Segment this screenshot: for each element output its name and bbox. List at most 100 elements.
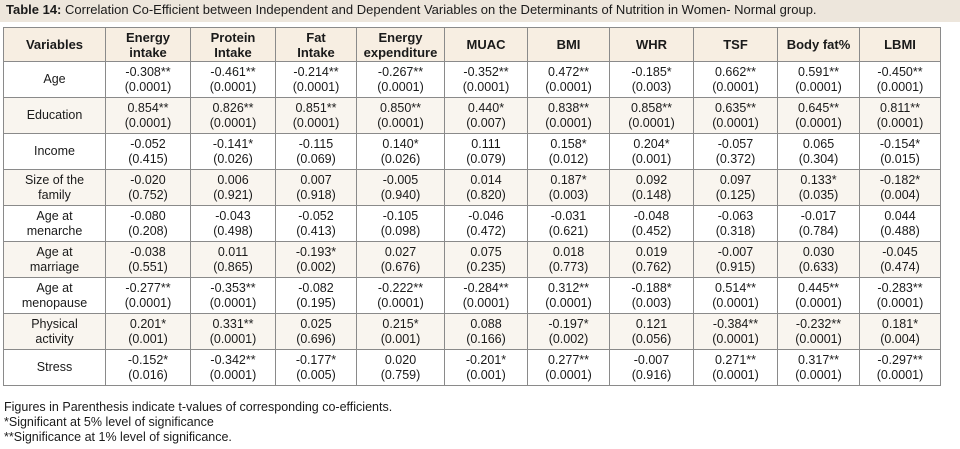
- t-value: (0.003): [631, 79, 672, 94]
- correlation-coefficient: -0.342**: [210, 352, 256, 367]
- t-value: (0.026): [380, 151, 421, 166]
- column-header: WHR: [609, 27, 694, 62]
- table-cell: -0.017 (0.784): [777, 205, 860, 242]
- t-value: (0.004): [880, 331, 920, 346]
- correlation-coefficient: -0.222**: [377, 280, 424, 295]
- table-cell: -0.052 (0.415): [105, 133, 191, 170]
- correlation-coefficient: 0.811**: [879, 100, 921, 115]
- row-label-text: Physical: [31, 316, 78, 331]
- table-cell: -0.461** (0.0001): [190, 61, 276, 98]
- t-value: (0.004): [880, 187, 920, 202]
- t-value: (0.0001): [124, 115, 172, 130]
- t-value: (0.0001): [209, 295, 257, 310]
- t-value: (0.0001): [712, 79, 759, 94]
- column-header-text: Fat: [306, 29, 326, 45]
- t-value: (0.125): [715, 187, 756, 202]
- correlation-coefficient: 0.854**: [127, 100, 169, 115]
- table-cell: 0.312** (0.0001): [527, 277, 610, 314]
- column-header: Energy expenditure: [356, 27, 445, 62]
- t-value: (0.0001): [377, 295, 424, 310]
- row-label: Stress: [3, 349, 106, 386]
- row-label-text: Income: [34, 144, 75, 158]
- table-cell: 0.445** (0.0001): [777, 277, 860, 314]
- correlation-coefficient: 0.092: [635, 172, 668, 187]
- row-label-text: Age at: [36, 280, 73, 295]
- table-row: Age -0.308** (0.0001) -0.461** (0.0001) -0.21…: [3, 61, 941, 98]
- table-cell: -0.283** (0.0001): [859, 277, 941, 314]
- row-label-text: Age at: [36, 244, 73, 259]
- t-value: (0.472): [466, 223, 506, 238]
- t-value: (0.007): [466, 115, 506, 130]
- correlation-coefficient: -0.048: [633, 208, 670, 223]
- table-cell: -0.201* (0.001): [444, 349, 528, 386]
- t-value: (0.001): [631, 151, 672, 166]
- correlation-coefficient: -0.277**: [125, 280, 171, 295]
- row-label: Size of the family: [3, 169, 106, 206]
- column-header-text: Variables: [25, 37, 84, 52]
- row-label-text: menopause: [21, 295, 88, 310]
- t-value: (0.918): [296, 187, 336, 202]
- t-value: (0.784): [798, 223, 839, 238]
- table-cell: -0.045 (0.474): [859, 241, 941, 278]
- correlation-coefficient: 0.018: [552, 244, 585, 259]
- t-value: (0.0001): [712, 115, 759, 130]
- table-cell: 0.088 (0.166): [444, 313, 528, 350]
- column-header: Variables: [3, 27, 106, 62]
- t-value: (0.773): [548, 259, 589, 274]
- correlation-coefficient: 0.044: [884, 208, 916, 223]
- table-cell: -0.185* (0.003): [609, 61, 694, 98]
- correlation-coefficient: 0.635**: [714, 100, 756, 115]
- row-label: Age at menarche: [3, 205, 106, 242]
- table-cell: -0.105 (0.098): [356, 205, 445, 242]
- row-label-text: activity: [35, 331, 74, 346]
- column-header-text: Body fat%: [786, 37, 851, 52]
- row-label: Education: [3, 97, 106, 134]
- column-header-text: Protein: [210, 29, 256, 45]
- correlation-coefficient: -0.284**: [463, 280, 509, 295]
- t-value: (0.0001): [209, 367, 257, 382]
- t-value: (0.621): [548, 223, 589, 238]
- t-value: (0.0001): [795, 79, 842, 94]
- t-value: (0.762): [631, 259, 672, 274]
- table-cell: 0.011 (0.865): [190, 241, 276, 278]
- footnote-t-values: Figures in Parenthesis indicate t-values…: [4, 400, 393, 414]
- correlation-coefficient: -0.352**: [463, 64, 509, 79]
- column-header: BMI: [527, 27, 610, 62]
- correlation-coefficient: 0.075: [470, 244, 502, 259]
- footnote-1-percent: **Significance at 1% level of significan…: [4, 430, 232, 444]
- t-value: (0.318): [715, 223, 756, 238]
- row-label-text: family: [38, 187, 71, 202]
- correlation-coefficient: -0.154*: [879, 136, 921, 151]
- t-value: (0.413): [296, 223, 336, 238]
- table-row: Age at menopause -0.277** (0.0001) -0.353**(…: [3, 277, 941, 314]
- t-value: (0.079): [466, 151, 506, 166]
- correlation-coefficient: 0.097: [719, 172, 752, 187]
- table-cell: 0.858** (0.0001): [609, 97, 694, 134]
- table-cell: 0.811** (0.0001): [859, 97, 941, 134]
- correlation-coefficient: -0.080: [130, 208, 166, 223]
- correlation-coefficient: 0.030: [802, 244, 835, 259]
- table-cell: 0.044 (0.488): [859, 205, 941, 242]
- t-value: (0.0001): [795, 115, 842, 130]
- correlation-coefficient: 0.019: [635, 244, 668, 259]
- correlation-coefficient: -0.461**: [210, 64, 256, 79]
- t-value: (0.415): [128, 151, 168, 166]
- correlation-coefficient: -0.141*: [212, 136, 254, 151]
- correlation-coefficient: 0.645**: [797, 100, 839, 115]
- table-cell: 0.645** (0.0001): [777, 97, 860, 134]
- t-value: (0.001): [466, 367, 506, 382]
- column-header-text: expenditure: [363, 44, 438, 60]
- correlation-coefficient: 0.065: [802, 136, 835, 151]
- correlation-coefficient: 0.140*: [382, 136, 419, 151]
- correlation-coefficient: -0.052: [130, 136, 166, 151]
- table-cell: 0.075 (0.235): [444, 241, 528, 278]
- t-value: (0.0001): [876, 115, 924, 130]
- table-cell: 0.204* (0.001): [609, 133, 694, 170]
- t-value: (0.001): [380, 331, 421, 346]
- row-label-text: marriage: [29, 259, 80, 274]
- t-value: (0.0001): [209, 331, 257, 346]
- correlation-coefficient: 0.111: [471, 136, 501, 151]
- correlation-coefficient: 0.020: [384, 352, 417, 367]
- correlation-coefficient: 0.025: [300, 316, 332, 331]
- t-value: (0.001): [128, 331, 168, 346]
